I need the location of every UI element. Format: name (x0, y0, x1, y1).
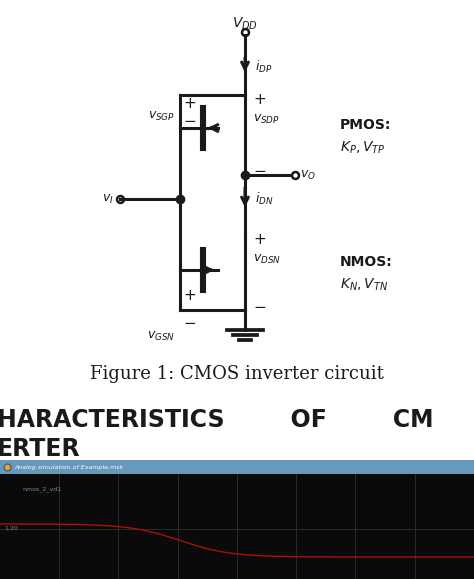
Text: $V_{DD}$: $V_{DD}$ (232, 16, 258, 32)
Text: $-$: $-$ (183, 314, 197, 329)
Text: +: + (183, 96, 196, 111)
Text: $K_N, V_{TN}$: $K_N, V_{TN}$ (340, 277, 388, 293)
Text: ERTER: ERTER (0, 437, 81, 461)
Text: $-$: $-$ (253, 163, 266, 178)
Text: $i_{DP}$: $i_{DP}$ (255, 59, 273, 75)
Text: +: + (253, 233, 266, 247)
Text: Analog simulation of Example.msk: Analog simulation of Example.msk (14, 464, 123, 470)
Bar (0, 474, 474, 579)
Text: $v_{DSN}$: $v_{DSN}$ (253, 253, 281, 266)
Text: nmos_2_vd1: nmos_2_vd1 (22, 486, 61, 492)
Text: HARACTERISTICS        OF        CM: HARACTERISTICS OF CM (0, 408, 434, 432)
Text: PMOS:: PMOS: (340, 118, 392, 132)
Text: $i_{DN}$: $i_{DN}$ (255, 191, 273, 207)
Bar (0, 460, 474, 474)
Text: +: + (253, 93, 266, 108)
Text: $K_P, V_{TP}$: $K_P, V_{TP}$ (340, 140, 386, 156)
Text: $v_O$: $v_O$ (300, 168, 316, 182)
Text: NMOS:: NMOS: (340, 255, 393, 269)
Text: 1.20: 1.20 (4, 526, 18, 532)
Text: $-$: $-$ (253, 298, 266, 313)
Text: $-$: $-$ (183, 112, 197, 127)
Text: $v_{SGP}$: $v_{SGP}$ (148, 110, 175, 123)
Text: $v_{GSN}$: $v_{GSN}$ (147, 330, 175, 343)
Text: +: + (183, 288, 196, 302)
Text: $v_{SDP}$: $v_{SDP}$ (253, 113, 280, 126)
Text: Figure 1: CMOS inverter circuit: Figure 1: CMOS inverter circuit (90, 365, 384, 383)
Text: $v_I$: $v_I$ (102, 192, 114, 206)
